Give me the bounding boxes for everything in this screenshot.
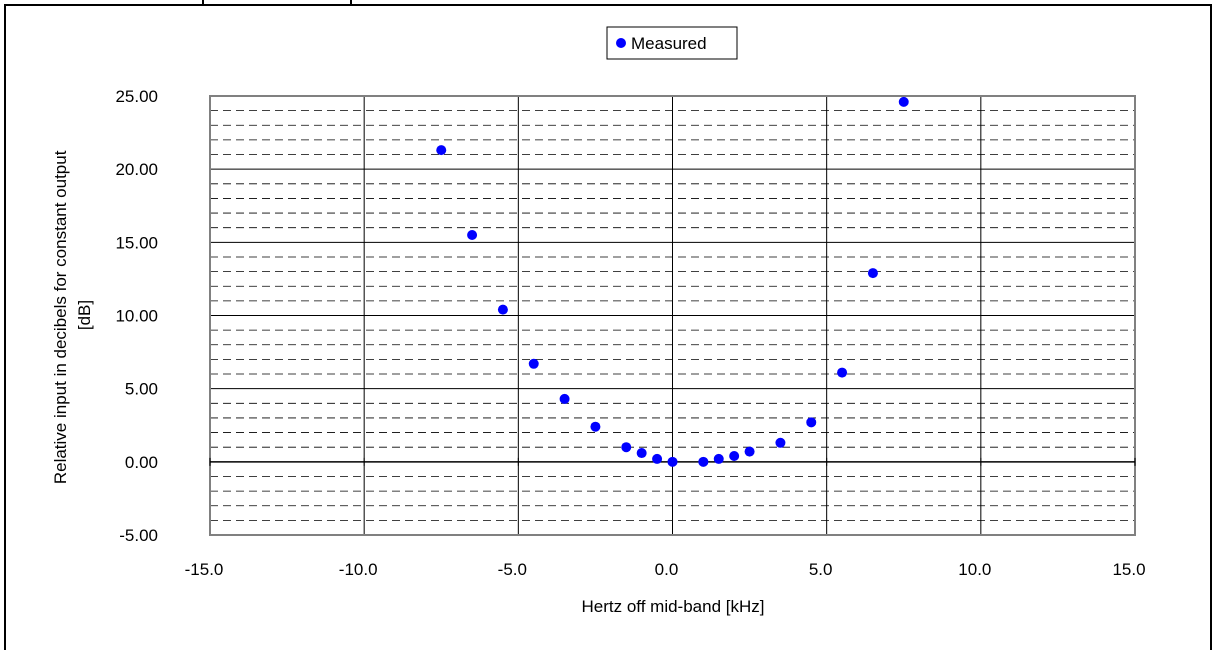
data-point bbox=[775, 437, 786, 448]
x-tick-label: 15.0 bbox=[1112, 560, 1145, 579]
data-point bbox=[698, 456, 709, 467]
y-axis-label-line1: Relative input in decibels for constant … bbox=[51, 150, 70, 484]
y-axis-ticks: -5.00 0.00 5.00 10.00 15.00 20.00 25.00 bbox=[115, 87, 158, 545]
data-point bbox=[590, 421, 601, 432]
data-point bbox=[652, 453, 663, 464]
data-point bbox=[528, 358, 539, 369]
y-tick-label: 0.00 bbox=[125, 453, 158, 472]
y-axis-label-line2: [dB] bbox=[75, 300, 94, 330]
y-tick-label: 15.00 bbox=[115, 233, 158, 252]
legend: Measured bbox=[606, 26, 738, 60]
x-tick-label: 5.0 bbox=[809, 560, 833, 579]
legend-label: Measured bbox=[631, 34, 707, 53]
x-tick-label: 10.0 bbox=[958, 560, 991, 579]
y-tick-label: 25.00 bbox=[115, 87, 158, 106]
x-tick-label: -10.0 bbox=[339, 560, 378, 579]
major-gridlines bbox=[210, 96, 1135, 535]
x-tick-label: 0.0 bbox=[655, 560, 679, 579]
header-divider bbox=[350, 0, 352, 6]
x-tick-label: -15.0 bbox=[185, 560, 224, 579]
data-point bbox=[559, 393, 570, 404]
chart-frame bbox=[4, 4, 1212, 650]
data-point bbox=[467, 230, 478, 241]
data-point bbox=[621, 442, 632, 453]
legend-box bbox=[606, 26, 738, 60]
data-point bbox=[837, 367, 848, 378]
data-point bbox=[806, 417, 817, 428]
header-divider bbox=[202, 0, 204, 6]
data-point bbox=[744, 446, 755, 457]
data-points bbox=[436, 96, 909, 467]
data-point bbox=[667, 456, 678, 467]
data-point bbox=[898, 96, 909, 107]
x-axis-label: Hertz off mid-band [kHz] bbox=[582, 597, 765, 616]
x-axis-ticks: -15.0 -10.0 -5.0 0.0 5.0 10.0 15.0 bbox=[185, 457, 1146, 579]
y-tick-label: 10.00 bbox=[115, 307, 158, 326]
data-point bbox=[497, 304, 508, 315]
legend-marker bbox=[616, 38, 626, 48]
y-axis-label: Relative input in decibels for constant … bbox=[51, 146, 94, 484]
data-point bbox=[636, 448, 647, 459]
y-tick-label: -5.00 bbox=[119, 526, 158, 545]
y-tick-label: 5.00 bbox=[125, 380, 158, 399]
y-tick-label: 20.00 bbox=[115, 160, 158, 179]
data-point bbox=[436, 145, 447, 156]
data-point bbox=[729, 450, 740, 461]
data-point bbox=[713, 453, 724, 464]
x-tick-label: -5.0 bbox=[498, 560, 527, 579]
data-point bbox=[867, 268, 878, 279]
plot-area-border bbox=[209, 95, 1136, 536]
